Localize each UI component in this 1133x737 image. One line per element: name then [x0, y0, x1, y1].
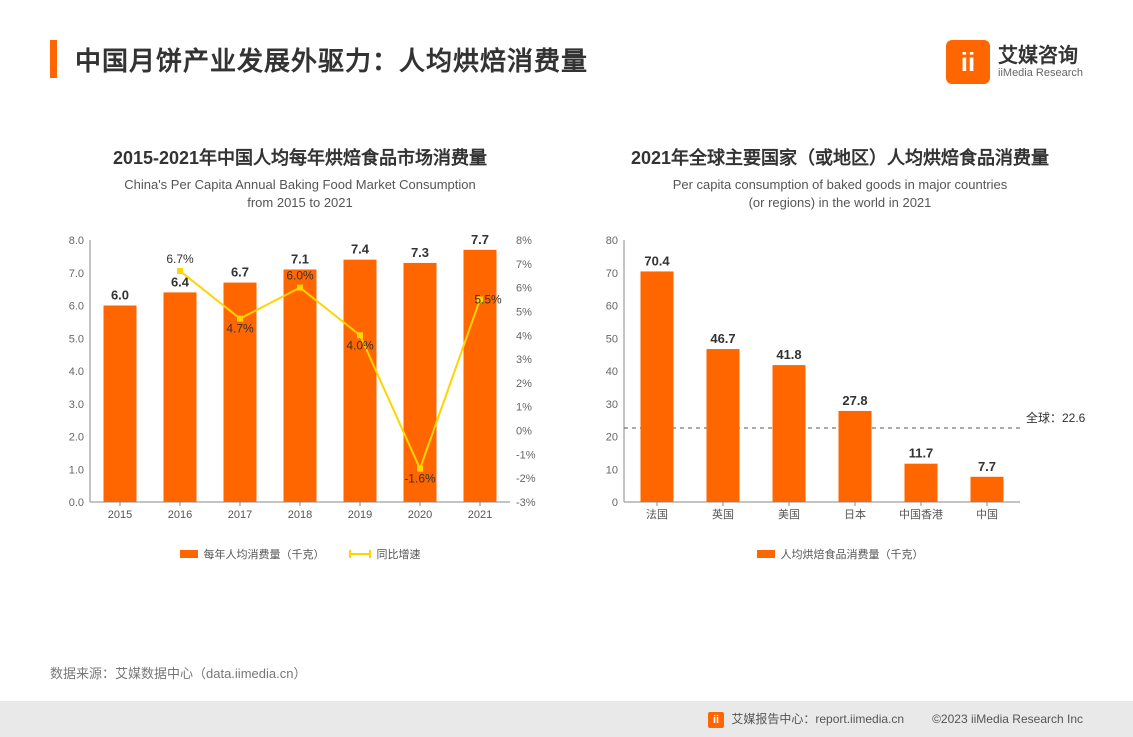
- svg-text:1.0: 1.0: [69, 465, 84, 477]
- svg-text:-1%: -1%: [516, 450, 536, 462]
- header: 中国月饼产业发展外驱力：人均烘焙消费量 ii 艾媒咨询 iiMedia Rese…: [0, 0, 1133, 84]
- svg-text:2%: 2%: [516, 378, 532, 390]
- svg-text:2015: 2015: [108, 509, 132, 521]
- svg-text:7.4: 7.4: [351, 242, 370, 257]
- chart2-title-cn: 2021年全球主要国家（或地区）人均烘焙食品消费量: [590, 144, 1090, 170]
- title-accent-bar: [50, 40, 57, 78]
- chart-china-trend: 2015-2021年中国人均每年烘焙食品市场消费量 China's Per Ca…: [50, 144, 550, 562]
- svg-text:7.0: 7.0: [69, 268, 84, 280]
- svg-text:6.0: 6.0: [111, 288, 129, 303]
- svg-text:0: 0: [612, 497, 618, 509]
- svg-text:-2%: -2%: [516, 474, 536, 486]
- brand-name-en: iiMedia Research: [998, 67, 1083, 79]
- footer-bar: ii 艾媒报告中心：report.iimedia.cn ©2023 iiMedi…: [0, 701, 1133, 737]
- swatch-bar-icon: [757, 550, 775, 558]
- svg-text:46.7: 46.7: [710, 331, 735, 346]
- copyright: ©2023 iiMedia Research Inc: [932, 712, 1083, 726]
- svg-text:6.0: 6.0: [69, 301, 84, 313]
- chart1-legend-line: 同比增速: [349, 546, 421, 562]
- svg-text:60: 60: [606, 301, 618, 313]
- title-block: 中国月饼产业发展外驱力：人均烘焙消费量: [50, 40, 588, 78]
- svg-text:4.7%: 4.7%: [226, 322, 254, 336]
- chart1-title-cn: 2015-2021年中国人均每年烘焙食品市场消费量: [50, 144, 550, 170]
- svg-text:70: 70: [606, 268, 618, 280]
- svg-text:80: 80: [606, 235, 618, 247]
- svg-text:6.0%: 6.0%: [286, 269, 314, 283]
- svg-text:11.7: 11.7: [909, 446, 934, 461]
- svg-text:40: 40: [606, 366, 618, 378]
- chart2-legend-bar: 人均烘焙食品消费量（千克）: [757, 546, 924, 562]
- svg-text:27.8: 27.8: [842, 393, 867, 408]
- data-source: 数据来源：艾媒数据中心（data.iimedia.cn）: [50, 663, 306, 682]
- chart-global-2021: 2021年全球主要国家（或地区）人均烘焙食品消费量 Per capita con…: [590, 144, 1090, 562]
- svg-text:7.1: 7.1: [291, 252, 309, 267]
- brand-name-cn: 艾媒咨询: [998, 45, 1083, 67]
- svg-text:0.0: 0.0: [69, 497, 84, 509]
- chart1-title-en: China's Per Capita Annual Baking Food Ma…: [50, 176, 550, 212]
- chart1-svg: 0.0 1.0 2.0 3.0 4.0 5.0 6.0 7.0 8.0 -3% -2% -1% 0% 1%…: [50, 230, 550, 530]
- report-center: ii 艾媒报告中心：report.iimedia.cn: [708, 710, 904, 728]
- svg-text:1%: 1%: [516, 402, 532, 414]
- svg-text:英国: 英国: [712, 507, 734, 521]
- svg-text:4%: 4%: [516, 331, 532, 343]
- svg-text:3.0: 3.0: [69, 399, 84, 411]
- svg-text:法国: 法国: [646, 507, 668, 521]
- svg-text:中国: 中国: [976, 508, 998, 521]
- chart2-title-en: Per capita consumption of baked goods in…: [590, 176, 1090, 212]
- svg-text:4.0: 4.0: [69, 366, 84, 378]
- chart1-area: 0.0 1.0 2.0 3.0 4.0 5.0 6.0 7.0 8.0 -3% -2% -1% 0% 1%…: [50, 230, 550, 540]
- report-center-icon: ii: [708, 712, 724, 728]
- svg-text:41.8: 41.8: [776, 347, 801, 362]
- svg-text:-3%: -3%: [516, 497, 536, 509]
- swatch-line-icon: [349, 553, 371, 555]
- svg-text:5%: 5%: [516, 307, 532, 319]
- svg-text:7.7: 7.7: [471, 232, 489, 247]
- svg-text:70.4: 70.4: [644, 254, 670, 269]
- chart2-svg: 0 10 20 30 40 50 60 70 80 全球：22.6 70.4 法国 46.7 英国 41.8…: [590, 230, 1090, 530]
- svg-text:4.0%: 4.0%: [346, 339, 374, 353]
- svg-text:-1.6%: -1.6%: [404, 472, 436, 486]
- svg-text:2021: 2021: [468, 509, 492, 521]
- svg-text:中国香港: 中国香港: [899, 508, 943, 521]
- svg-text:7.7: 7.7: [978, 459, 996, 474]
- svg-text:2017: 2017: [228, 509, 252, 521]
- svg-text:5.0: 5.0: [69, 334, 84, 346]
- charts-row: 2015-2021年中国人均每年烘焙食品市场消费量 China's Per Ca…: [0, 84, 1133, 562]
- svg-text:6.7: 6.7: [231, 265, 249, 280]
- svg-text:5.5%: 5.5%: [474, 293, 502, 307]
- svg-text:10: 10: [606, 465, 618, 477]
- swatch-bar-icon: [180, 550, 198, 558]
- svg-text:20: 20: [606, 432, 618, 444]
- brand-logo-icon: ii: [946, 40, 990, 84]
- svg-text:8.0: 8.0: [69, 235, 84, 247]
- svg-text:7%: 7%: [516, 259, 532, 271]
- chart1-legend-bar: 每年人均消费量（千克）: [180, 546, 325, 562]
- svg-text:2020: 2020: [408, 509, 432, 521]
- svg-text:0%: 0%: [516, 426, 532, 438]
- svg-text:美国: 美国: [778, 508, 800, 521]
- brand-logo: ii 艾媒咨询 iiMedia Research: [946, 40, 1083, 84]
- svg-text:7.3: 7.3: [411, 245, 429, 260]
- svg-text:2016: 2016: [168, 509, 192, 521]
- chart1-legend: 每年人均消费量（千克） 同比增速: [50, 546, 550, 562]
- svg-text:日本: 日本: [844, 507, 866, 521]
- svg-text:2.0: 2.0: [69, 432, 84, 444]
- svg-text:30: 30: [606, 399, 618, 411]
- svg-text:6%: 6%: [516, 283, 532, 295]
- svg-text:3%: 3%: [516, 354, 532, 366]
- svg-text:8%: 8%: [516, 235, 532, 247]
- chart2-area: 0 10 20 30 40 50 60 70 80 全球：22.6 70.4 法国 46.7 英国 41.8…: [590, 230, 1090, 540]
- svg-text:6.7%: 6.7%: [166, 252, 194, 266]
- page-title: 中国月饼产业发展外驱力：人均烘焙消费量: [75, 41, 588, 78]
- svg-text:全球：22.6: 全球：22.6: [1026, 410, 1086, 425]
- svg-text:50: 50: [606, 334, 618, 346]
- svg-text:2019: 2019: [348, 509, 372, 521]
- svg-text:2018: 2018: [288, 509, 312, 521]
- chart2-legend: 人均烘焙食品消费量（千克）: [590, 546, 1090, 562]
